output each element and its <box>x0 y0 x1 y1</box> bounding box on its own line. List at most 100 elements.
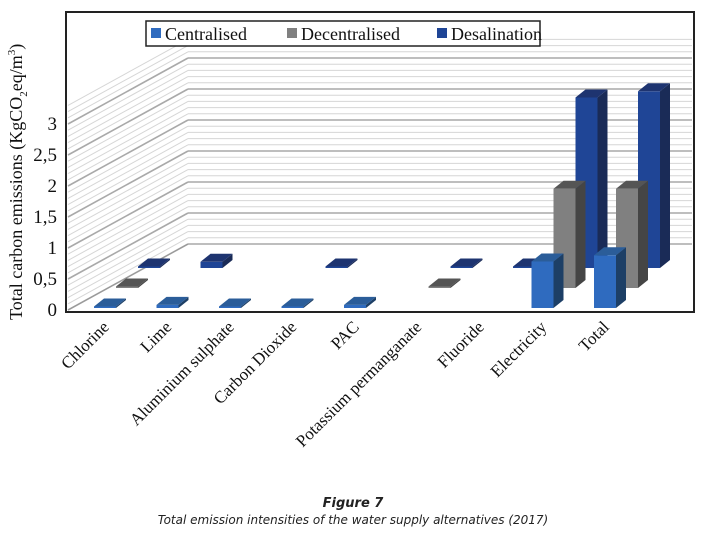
x-tick-label: Fluoride <box>434 317 488 371</box>
bar-front <box>531 261 554 308</box>
bar-front <box>156 304 179 308</box>
bar-centralised-chlorine <box>94 298 126 308</box>
bar-side <box>553 253 564 308</box>
bar-top <box>638 83 670 92</box>
side-gridline <box>67 82 189 150</box>
legend-swatch <box>151 28 161 38</box>
y-tick-label: 0,5 <box>33 269 57 290</box>
legend-label: Decentralised <box>301 24 400 44</box>
y-tick-label: 3 <box>48 114 58 135</box>
bar-front <box>219 306 241 308</box>
bar-top <box>531 253 564 262</box>
bar-side <box>472 258 483 268</box>
bar-side <box>366 296 376 308</box>
chart-bars <box>94 83 670 308</box>
legend-label: Centralised <box>165 24 247 44</box>
bar-side <box>178 296 189 308</box>
side-gridline <box>67 212 189 280</box>
bar-centralised-lime <box>156 296 189 308</box>
x-tick-label: Electricity <box>487 317 551 381</box>
side-gridline <box>67 38 189 106</box>
side-gridline <box>67 125 189 193</box>
side-gridline <box>67 187 189 255</box>
x-tick-label: Total <box>575 317 613 355</box>
side-gridline <box>67 76 189 144</box>
side-gridline <box>67 45 189 113</box>
bar-side <box>222 253 233 268</box>
bar-decentralised-electricity <box>553 180 586 288</box>
y-axis-ticks: 0 0,5 1 1,5 2 2,5 3 <box>33 114 57 321</box>
x-tick-label: Lime <box>137 317 176 356</box>
bar-side <box>138 278 148 288</box>
side-gridline <box>67 94 189 162</box>
bar-top <box>594 247 626 256</box>
bar-top <box>281 298 314 307</box>
bar-desalination-carbon-dioxide <box>325 258 358 268</box>
y-tick-label: 0 <box>48 300 58 321</box>
legend-swatch <box>287 28 297 38</box>
y-tick-label: 1 <box>48 238 58 259</box>
bar-desalination-chlorine <box>138 258 170 268</box>
bar-top <box>156 296 189 305</box>
side-gridline <box>67 193 189 261</box>
x-tick-label: PAC <box>327 317 363 353</box>
side-gridline <box>67 169 189 237</box>
y-tick-label: 2,5 <box>33 145 57 166</box>
bar-top <box>219 298 251 307</box>
side-gridline <box>67 181 189 249</box>
bar-desalination-lime <box>200 253 233 268</box>
bar-decentralised-chlorine <box>116 278 148 288</box>
bar-top <box>428 278 461 287</box>
x-tick-label: Chlorine <box>57 317 113 373</box>
bar-front <box>200 261 223 268</box>
bar-top <box>325 258 358 267</box>
side-gridline <box>67 237 189 305</box>
bar-side <box>597 89 608 268</box>
bar-side <box>638 180 648 288</box>
side-gridline <box>67 107 189 175</box>
side-gridline <box>67 162 189 230</box>
x-tick-label: Potassium permanganate <box>292 317 425 450</box>
bar-front <box>138 266 160 268</box>
side-gridline <box>67 218 189 286</box>
bar-side <box>575 180 586 288</box>
bar-centralised-aluminium-sulphate <box>219 298 251 308</box>
y-axis-label: Total carbon emissions (KgCO2eq/m3) <box>6 44 30 320</box>
figure-label: Figure 7 <box>322 496 384 511</box>
bar-side <box>303 298 314 308</box>
bar-front <box>325 266 348 268</box>
side-gridline <box>67 63 189 131</box>
bar-centralised-carbon-dioxide <box>281 298 314 308</box>
side-gridline <box>67 206 189 274</box>
side-gridline <box>67 200 189 268</box>
legend-label: Desalination <box>451 24 542 44</box>
side-gridline <box>67 150 189 218</box>
bar-front <box>428 286 451 288</box>
bar-front <box>450 266 473 268</box>
side-gridline <box>67 156 189 224</box>
side-gridline <box>67 57 189 125</box>
side-gridline <box>67 88 189 156</box>
legend-box <box>145 20 541 47</box>
side-gridline <box>67 138 189 206</box>
bar-top <box>138 258 170 267</box>
legend: Centralised Decentralised Desalination <box>145 20 542 47</box>
side-gridline <box>67 175 189 243</box>
y-tick-label: 2 <box>48 176 58 197</box>
bar-top <box>116 278 148 287</box>
floor-edge <box>67 243 189 311</box>
bar-centralised-total <box>594 247 626 308</box>
side-gridline <box>67 224 189 292</box>
bar-side <box>116 298 126 308</box>
bar-side <box>241 298 251 308</box>
bar-front <box>594 255 616 308</box>
bar-side <box>450 278 461 288</box>
bar-front <box>94 306 116 308</box>
bar-front <box>116 286 138 288</box>
bar-centralised-electricity <box>531 253 564 308</box>
side-gridline <box>67 131 189 199</box>
side-gridline <box>67 69 189 137</box>
bar-front <box>281 306 304 308</box>
